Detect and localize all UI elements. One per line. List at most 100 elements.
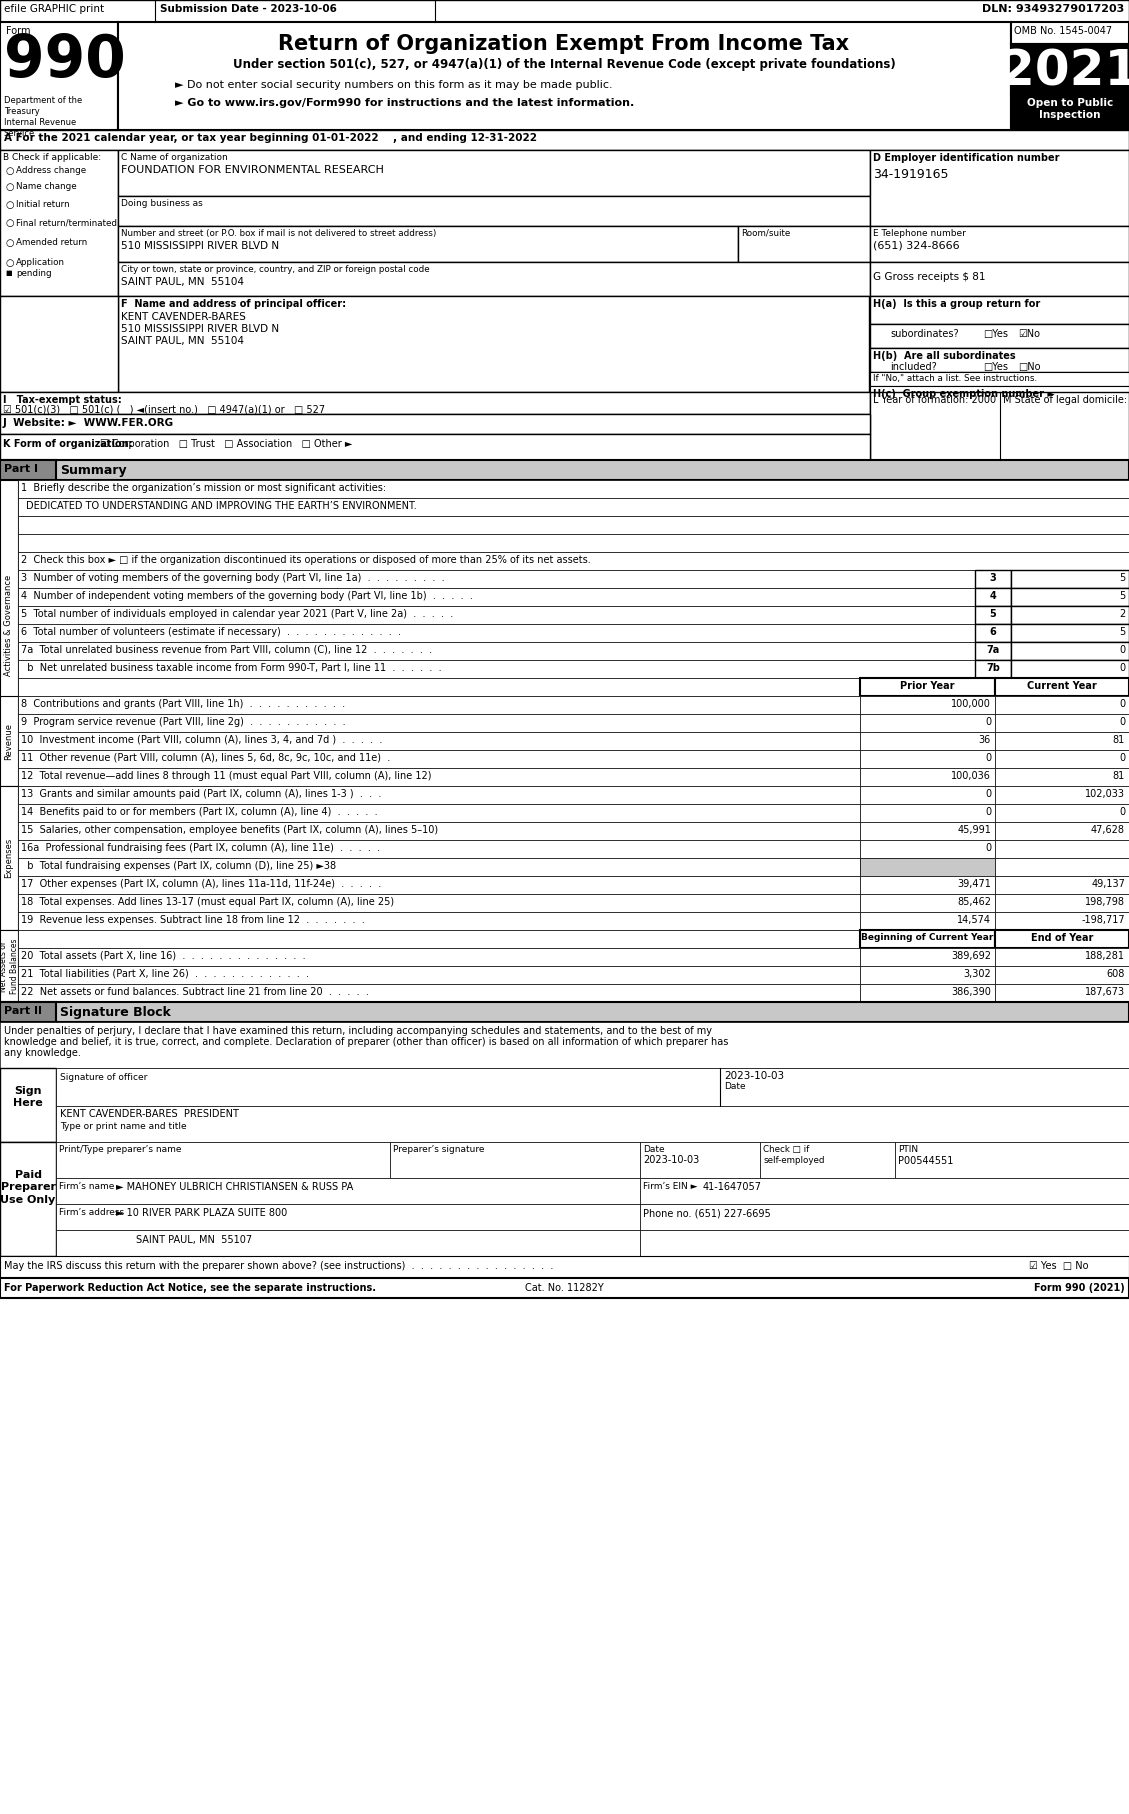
Bar	[0, 414, 870, 434]
Text: 608: 608	[1106, 969, 1124, 980]
Text: K Form of organization:: K Form of organization:	[3, 439, 132, 450]
Text: (651) 324-8666: (651) 324-8666	[873, 241, 960, 250]
Bar	[18, 876, 860, 894]
Text: Current Year: Current Year	[1027, 680, 1097, 691]
Bar	[870, 372, 1129, 386]
Text: ○: ○	[5, 218, 14, 229]
Text: ► MAHONEY ULBRICH CHRISTIANSEN & RUSS PA: ► MAHONEY ULBRICH CHRISTIANSEN & RUSS PA	[116, 1183, 353, 1192]
Text: End of Year: End of Year	[1031, 932, 1093, 943]
Bar	[18, 481, 1129, 499]
Bar	[995, 894, 1129, 912]
Bar	[18, 767, 860, 785]
Text: ► Go to www.irs.gov/Form990 for instructions and the latest information.: ► Go to www.irs.gov/Form990 for instruct…	[175, 98, 634, 109]
Text: ► Do not enter social security numbers on this form as it may be made public.: ► Do not enter social security numbers o…	[175, 80, 613, 91]
Text: Name change: Name change	[16, 181, 77, 190]
Text: □No: □No	[1018, 363, 1041, 372]
Text: □Yes: □Yes	[983, 363, 1008, 372]
Text: Cat. No. 11282Y: Cat. No. 11282Y	[525, 1282, 603, 1293]
Text: G Gross receipts $ 81: G Gross receipts $ 81	[873, 272, 986, 281]
Bar	[640, 1143, 760, 1177]
Bar	[1010, 660, 1129, 678]
Bar	[738, 227, 870, 261]
Text: 20  Total assets (Part X, line 16)  .  .  .  .  .  .  .  .  .  .  .  .  .  .: 20 Total assets (Part X, line 16) . . . …	[21, 951, 306, 961]
Bar	[18, 858, 860, 876]
Text: Open to Public
Inspection: Open to Public Inspection	[1027, 98, 1113, 120]
Text: 15  Salaries, other compensation, employee benefits (Part IX, column (A), lines : 15 Salaries, other compensation, employe…	[21, 825, 438, 834]
Bar	[18, 515, 1129, 533]
Bar	[0, 1001, 1129, 1021]
Text: 3  Number of voting members of the governing body (Part VI, line 1a)  .  .  .  .: 3 Number of voting members of the govern…	[21, 573, 445, 582]
Text: 10  Investment income (Part VIII, column (A), lines 3, 4, and 7d )  .  .  .  .  : 10 Investment income (Part VIII, column …	[21, 735, 383, 746]
Text: 7a  Total unrelated business revenue from Part VIII, column (C), line 12  .  .  : 7a Total unrelated business revenue from…	[21, 646, 432, 655]
Text: 85,462: 85,462	[957, 896, 991, 907]
Text: 34-1919165: 34-1919165	[873, 169, 948, 181]
Bar	[18, 840, 860, 858]
Text: DEDICATED TO UNDERSTANDING AND IMPROVING THE EARTH’S ENVIRONMENT.: DEDICATED TO UNDERSTANDING AND IMPROVING…	[26, 501, 417, 512]
Text: Under section 501(c), 527, or 4947(a)(1) of the Internal Revenue Code (except pr: Under section 501(c), 527, or 4947(a)(1)…	[233, 58, 895, 71]
Text: 9  Program service revenue (Part VIII, line 2g)  .  .  .  .  .  .  .  .  .  .  .: 9 Program service revenue (Part VIII, li…	[21, 717, 345, 727]
Text: Revenue: Revenue	[5, 722, 14, 760]
Bar	[56, 1204, 640, 1230]
Text: ○: ○	[5, 181, 14, 192]
Text: SAINT PAUL, MN  55107: SAINT PAUL, MN 55107	[135, 1235, 252, 1244]
Bar	[18, 715, 860, 733]
Bar	[0, 1001, 56, 1021]
Text: Firm’s EIN ►: Firm’s EIN ►	[644, 1183, 698, 1192]
Text: b  Total fundraising expenses (Part IX, column (D), line 25) ►38: b Total fundraising expenses (Part IX, c…	[21, 862, 336, 871]
Bar	[995, 697, 1129, 715]
Text: Signature of officer: Signature of officer	[60, 1074, 148, 1081]
Bar	[0, 931, 18, 1001]
Text: ☑ Yes  □ No: ☑ Yes □ No	[1029, 1261, 1088, 1272]
Bar	[870, 348, 1129, 372]
Bar	[0, 1255, 1129, 1279]
Bar	[56, 1230, 640, 1255]
Text: 13  Grants and similar amounts paid (Part IX, column (A), lines 1-3 )  .  .  .: 13 Grants and similar amounts paid (Part…	[21, 789, 382, 798]
Text: Date: Date	[644, 1145, 665, 1154]
Text: 7a: 7a	[987, 646, 999, 655]
Text: H(b)  Are all subordinates: H(b) Are all subordinates	[873, 350, 1016, 361]
Text: 39,471: 39,471	[957, 880, 991, 889]
Bar	[390, 1143, 640, 1177]
Bar	[18, 912, 860, 931]
Text: Firm’s name: Firm’s name	[59, 1183, 114, 1192]
Text: 0: 0	[1119, 662, 1124, 673]
Bar	[0, 296, 119, 392]
Bar	[870, 296, 1129, 325]
Text: 17  Other expenses (Part IX, column (A), lines 11a-11d, 11f-24e)  .  .  .  .  .: 17 Other expenses (Part IX, column (A), …	[21, 880, 382, 889]
Bar	[640, 1204, 1129, 1230]
Bar	[995, 840, 1129, 858]
Text: 2: 2	[1119, 610, 1124, 619]
Bar	[119, 22, 1010, 131]
Bar	[1010, 22, 1129, 44]
Text: 2023-10-03: 2023-10-03	[724, 1070, 785, 1081]
Bar	[18, 983, 860, 1001]
Text: 510 MISSISSIPPI RIVER BLVD N: 510 MISSISSIPPI RIVER BLVD N	[121, 325, 279, 334]
Bar	[1010, 588, 1129, 606]
Bar	[0, 461, 1129, 481]
Bar	[870, 392, 1129, 461]
Bar	[995, 967, 1129, 983]
Bar	[860, 822, 995, 840]
Text: ■: ■	[5, 270, 11, 276]
Text: Amended return: Amended return	[16, 238, 87, 247]
Text: ○: ○	[5, 200, 14, 210]
Bar	[860, 876, 995, 894]
Bar	[18, 606, 975, 624]
Bar	[18, 697, 860, 715]
Text: 8  Contributions and grants (Part VIII, line 1h)  .  .  .  .  .  .  .  .  .  .  : 8 Contributions and grants (Part VIII, l…	[21, 698, 345, 709]
Text: 990: 990	[5, 33, 125, 89]
Text: M State of legal domicile: OH: M State of legal domicile: OH	[1003, 395, 1129, 405]
Bar	[995, 931, 1129, 949]
Text: Net Assets or
Fund Balances: Net Assets or Fund Balances	[0, 938, 19, 994]
Text: 2023-10-03: 2023-10-03	[644, 1156, 699, 1165]
Bar	[975, 606, 1010, 624]
Text: I   Tax-exempt status:: I Tax-exempt status:	[3, 395, 122, 405]
Text: 36: 36	[979, 735, 991, 746]
Text: 0: 0	[984, 807, 991, 816]
Bar	[995, 983, 1129, 1001]
Text: Prior Year: Prior Year	[900, 680, 955, 691]
Bar	[995, 749, 1129, 767]
Text: 5: 5	[1119, 591, 1124, 600]
Bar	[860, 767, 995, 785]
Bar	[18, 949, 860, 967]
